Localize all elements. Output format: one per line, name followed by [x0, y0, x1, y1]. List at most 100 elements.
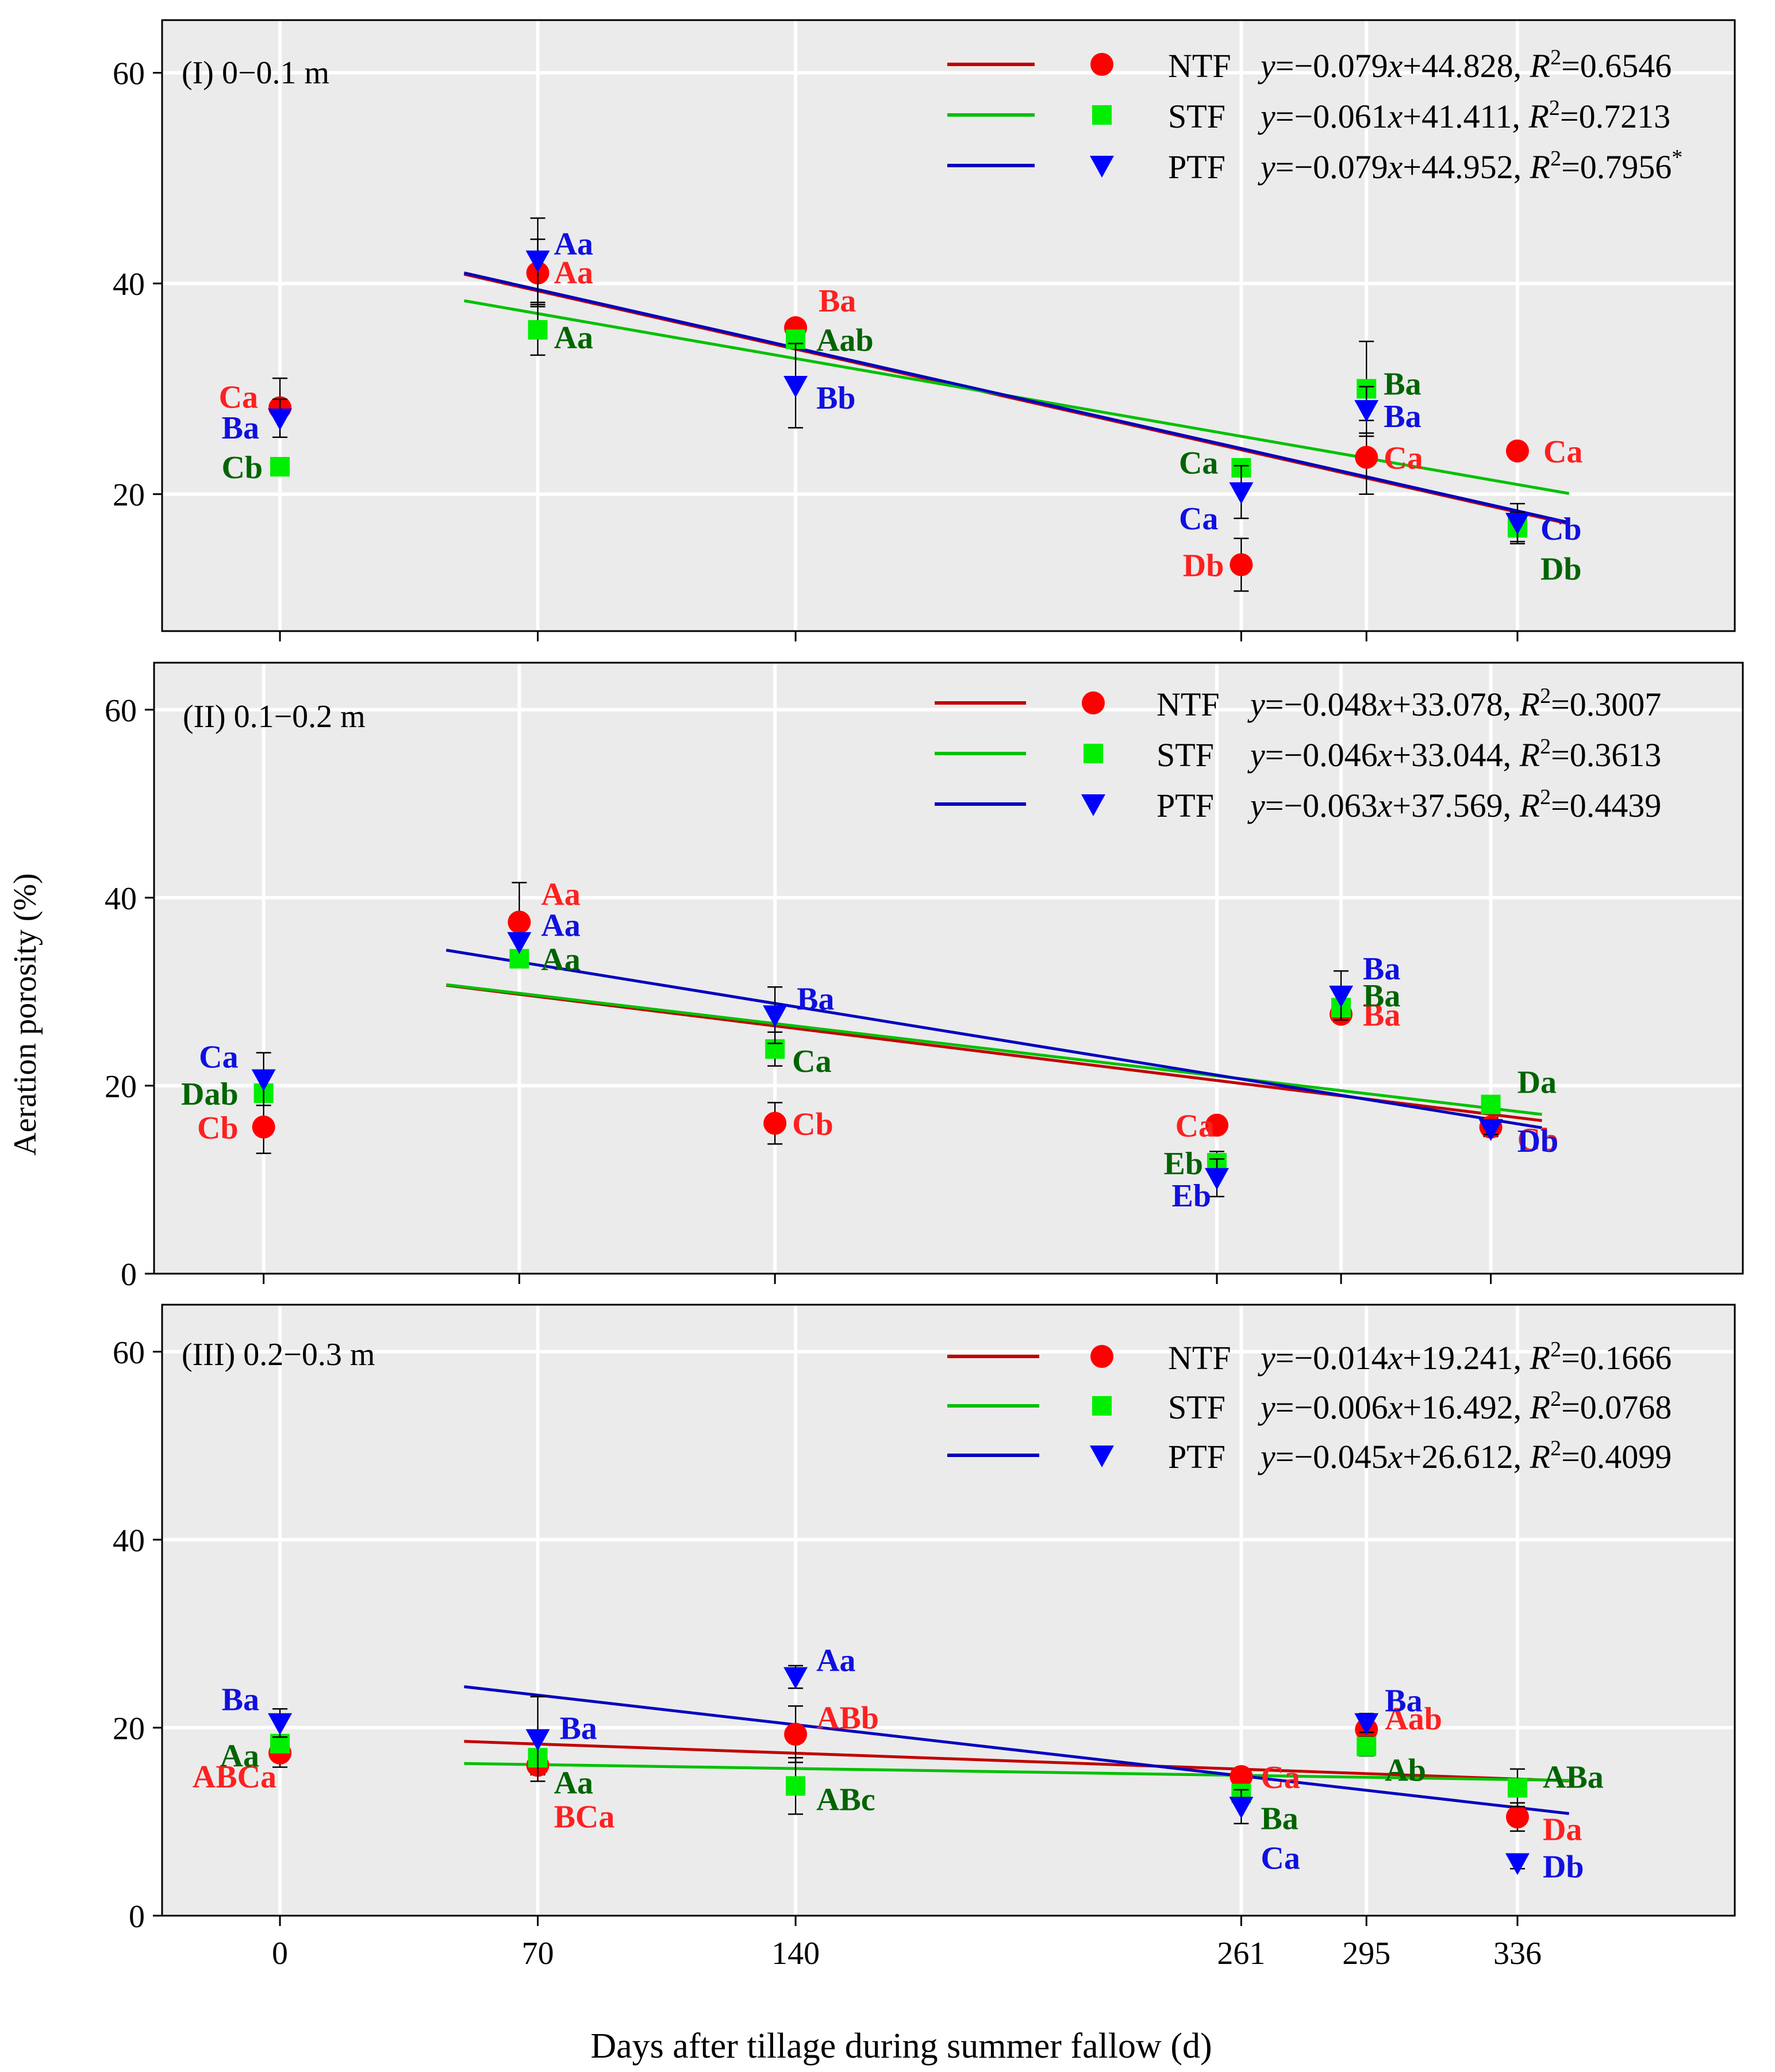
stf-point: [1507, 1778, 1527, 1798]
ptf-letter-label: Cb: [1540, 512, 1582, 547]
ptf-point: [507, 932, 532, 954]
ntf-letter-label: Ca: [1175, 1109, 1215, 1144]
stf-letter-label: Aa: [554, 320, 593, 356]
stf-letter-label: Ba: [1363, 978, 1400, 1014]
ntf-letter-label: Aab: [1385, 1701, 1442, 1737]
ntf-point: [1230, 1765, 1253, 1788]
legend-marker-stf: [1092, 105, 1112, 125]
ptf-point: [1354, 1713, 1379, 1735]
legend-marker-stf: [1092, 1396, 1112, 1416]
stf-regression-line: [446, 983, 1542, 1116]
legend-marker-ptf: [1090, 1446, 1114, 1467]
ntf-point: [763, 1112, 787, 1135]
ntf-letter-label: Ba: [1363, 998, 1400, 1033]
stf-letter-label: Aa: [541, 942, 580, 978]
ntf-letter-label: Aa: [554, 255, 593, 291]
stf-letter-label: ABa: [1543, 1760, 1604, 1796]
x-tick-label: 0: [272, 1936, 288, 1971]
ptf-point: [1478, 1119, 1503, 1141]
y-tick-label: 20: [113, 478, 145, 513]
x-axis-label: Days after tillage during summer fallow …: [590, 2027, 1212, 2066]
ntf-point: [508, 910, 531, 934]
panel-background: [162, 20, 1735, 631]
legend-equation-stf: y=−0.061x+41.411, R2=0.7213: [1258, 96, 1670, 135]
ptf-letter-label: Ba: [797, 981, 834, 1017]
x-tick-label: 261: [1217, 1936, 1265, 1971]
ptf-point: [268, 408, 293, 430]
stf-letter-label: Ca: [792, 1044, 831, 1079]
ptf-point: [763, 1005, 787, 1028]
ntf-letter-label: ABCa: [193, 1759, 276, 1795]
panel-3: 0 20 40 60 0 70 140 261 295 336 (III) 0.2−0.3 m ABC…: [113, 1304, 1736, 1971]
stf-letter-label: Aa: [554, 1765, 593, 1801]
ntf-letter-label: Cb: [1517, 1122, 1559, 1158]
legend-name-ptf: PTF: [1157, 787, 1214, 824]
y-tick-label: 0: [121, 1257, 137, 1293]
y-tick-label: 0: [129, 1899, 145, 1935]
stf-letter-label: Ca: [1179, 445, 1218, 481]
panel-frame: [161, 1304, 1736, 1917]
legend-marker-ntf: [1090, 1345, 1113, 1368]
ptf-point: [1505, 513, 1530, 535]
ntf-point: [1355, 445, 1378, 469]
legend-name-ptf: PTF: [1168, 148, 1225, 186]
legend-name-ntf: NTF: [1168, 1339, 1231, 1377]
ntf-letter-label: Cb: [792, 1106, 833, 1142]
ptf-point: [525, 250, 550, 272]
y-tick-label: 40: [113, 267, 145, 302]
panel-title: (II) 0.1−0.2 m: [183, 699, 366, 735]
stf-letter-label: Ba: [1384, 366, 1421, 402]
legend-equation-ntf: y=−0.014x+19.241, R2=0.1666: [1258, 1337, 1672, 1377]
ntf-point: [1205, 1113, 1229, 1137]
stf-regression-line: [464, 1762, 1569, 1782]
y-tick-label: 60: [113, 1335, 145, 1371]
stf-point: [1481, 1094, 1501, 1114]
ptf-letter-label: Aa: [554, 226, 593, 262]
ptf-point: [1229, 1797, 1254, 1819]
ptf-letter-label: Ba: [1384, 399, 1421, 435]
stf-letter-label: Cb: [221, 450, 263, 486]
y-tick-label: 40: [113, 1523, 145, 1559]
ptf-letter-label: Ca: [199, 1039, 238, 1075]
legend-name-ntf: NTF: [1157, 686, 1220, 723]
ptf-letter-label: Db: [1517, 1124, 1559, 1159]
ntf-point: [784, 1723, 808, 1746]
y-tick-label: 20: [105, 1069, 137, 1105]
ptf-point: [268, 1713, 293, 1735]
ptf-point: [251, 1069, 276, 1091]
ptf-point: [1354, 400, 1379, 422]
ptf-letter-label: Ca: [1261, 1840, 1300, 1876]
y-axis-label: Aeration porosity (%): [7, 873, 43, 1155]
ntf-letter-label: Cb: [197, 1110, 239, 1146]
legend-name-stf: STF: [1168, 1389, 1225, 1426]
x-tick-label: 70: [522, 1936, 554, 1971]
y-tick-label: 60: [105, 693, 137, 729]
legend-equation-stf: y=−0.006x+16.492, R2=0.0768: [1258, 1387, 1672, 1426]
legend-equation-ptf: y=−0.045x+26.612, R2=0.4099: [1258, 1436, 1672, 1475]
legend-equation-ptf: y=−0.079x+44.952, R2=0.7956*: [1258, 145, 1682, 186]
stf-letter-label: Ba: [1261, 1801, 1298, 1836]
stf-letter-label: Aa: [220, 1739, 259, 1774]
ptf-letter-label: Ba: [1385, 1683, 1422, 1719]
panel-title: (I) 0−0.1 m: [182, 55, 329, 91]
ptf-point: [783, 1667, 808, 1689]
legend-marker-ntf: [1090, 53, 1113, 76]
legend-marker-ntf: [1082, 691, 1105, 714]
ptf-point: [1205, 1168, 1230, 1190]
legend-equation-ntf: y=−0.079x+44.828, R2=0.6546: [1258, 45, 1672, 84]
stf-letter-label: Ab: [1385, 1753, 1426, 1789]
y-tick-label: 60: [113, 56, 145, 92]
x-tick-label: 295: [1342, 1936, 1390, 1971]
ptf-letter-label: Aa: [541, 908, 580, 944]
legend-equation-ptf: y=−0.063x+37.569, R2=0.4439: [1247, 785, 1661, 824]
legend-name-stf: STF: [1157, 736, 1214, 774]
ntf-letter-label: Ca: [1543, 435, 1582, 470]
panel-title: (III) 0.2−0.3 m: [182, 1337, 375, 1373]
stf-letter-label: Eb: [1164, 1146, 1204, 1182]
x-tick-label: 140: [771, 1936, 820, 1971]
stf-letter-label: ABc: [816, 1782, 875, 1817]
ptf-letter-label: Ba: [222, 410, 259, 446]
ntf-letter-label: Db: [1183, 548, 1224, 584]
